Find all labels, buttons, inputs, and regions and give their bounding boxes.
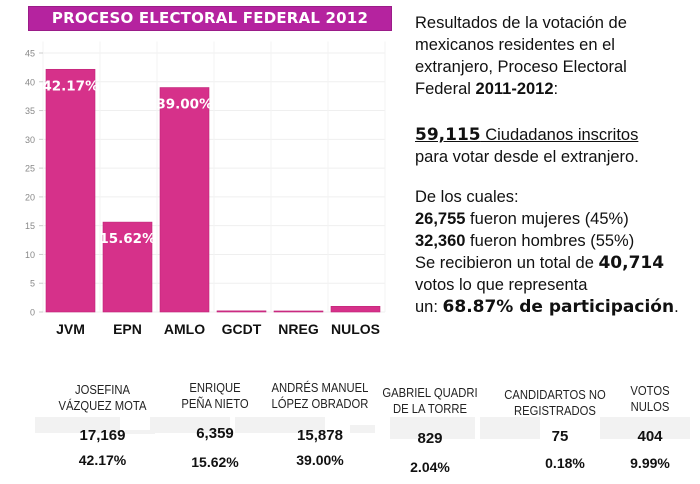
registered-text: 59,115 Ciudadanos inscritos para votar d… [415, 124, 639, 168]
x-tick-label: JVM [56, 321, 85, 337]
data-label: 15.62% [99, 231, 156, 247]
table-column-epn: ENRIQUE PEÑA NIETO 6,359 15.62% [160, 375, 270, 484]
column-header: GABRIEL QUADRI DE LA TORRE [382, 386, 478, 416]
votes-value: 829 [417, 430, 443, 447]
decorative-bar [125, 430, 155, 434]
y-tick-label: 30 [25, 135, 35, 145]
results-table: JOSEFINA VÁZQUEZ MOTA 17,169 42.17% ENRIQ… [0, 375, 700, 484]
y-tick-label: 45 [25, 49, 35, 59]
bar-amlo [159, 87, 210, 313]
received-line: Se recibieron un total de 40,714 [415, 252, 679, 274]
intro-line: mexicanos residentes en el [415, 36, 615, 54]
received-label: Se recibieron un total de [415, 254, 599, 272]
bar-jvm [45, 68, 96, 313]
column-header: ENRIQUE PEÑA NIETO [181, 381, 249, 411]
x-tick-label: EPN [113, 321, 142, 337]
intro-text-part: : [553, 80, 559, 98]
participation-value: 68.87% de participación [442, 297, 675, 317]
y-tick-label: 0 [30, 308, 35, 318]
table-column-gcdt: GABRIEL QUADRI DE LA TORRE 829 2.04% [375, 375, 485, 484]
table-column-nulos: VOTOS NULOS 404 9.99% [620, 375, 680, 484]
decorative-bar [150, 417, 230, 433]
votes-value: 404 [637, 428, 663, 445]
election-period: 2011-2012 [475, 80, 554, 98]
x-tick-label: AMLO [164, 321, 205, 337]
received-number: 40,714 [598, 253, 665, 273]
y-tick-label: 10 [25, 250, 35, 260]
decorative-bar [235, 417, 325, 433]
votes-line: votos lo que representa [415, 276, 588, 294]
intro-line: Resultados de la votación de [415, 14, 627, 32]
participation-prefix: un: [415, 298, 443, 316]
decorative-bar [600, 417, 690, 439]
intro-line: Federal 2011-2012: [415, 78, 627, 100]
percent-value: 9.99% [630, 455, 670, 471]
registered-line: 59,115 Ciudadanos inscritos [415, 124, 639, 146]
data-label: 42.17% [42, 78, 99, 94]
column-header: ANDRÉS MANUEL LÓPEZ OBRADOR [271, 381, 369, 411]
decorative-bar [480, 417, 540, 439]
table-column-amlo: ANDRÉS MANUEL LÓPEZ OBRADOR 15,878 39.00% [265, 375, 375, 484]
votes-value: 17,169 [79, 427, 126, 444]
women-number: 26,755 [415, 210, 466, 228]
y-tick-label: 5 [30, 279, 35, 289]
votes-value: 75 [551, 428, 569, 445]
participation-line: un: 68.87% de participación. [415, 296, 679, 318]
breakdown-text: De los cuales: 26,755 fueron mujeres (45… [415, 186, 679, 318]
men-number: 32,360 [415, 232, 466, 250]
women-line: 26,755 fueron mujeres (45%) [415, 208, 679, 230]
percent-value: 42.17% [78, 452, 127, 468]
y-tick-label: 35 [25, 106, 35, 116]
percent-value: 15.62% [191, 454, 239, 470]
registered-number: 59,115 [415, 125, 481, 145]
votes-value: 15,878 [297, 427, 343, 444]
bar-nreg [273, 310, 324, 313]
registered-line-2: para votar desde el extranjero. [415, 148, 639, 166]
percent-value: 0.18% [545, 455, 585, 471]
intro-line: extranjero, Proceso Electoral [415, 58, 627, 76]
men-line: 32,360 fueron hombres (55%) [415, 230, 679, 252]
bar-gcdt [216, 310, 267, 313]
y-tick-label: 15 [25, 221, 35, 231]
intro-text-part: Federal [415, 80, 476, 98]
y-tick-label: 20 [25, 192, 35, 202]
registered-label: Ciudadanos inscritos [480, 126, 639, 144]
votes-value: 6,359 [196, 425, 234, 442]
percent-value: 39.00% [296, 452, 344, 468]
of-which-label: De los cuales: [415, 188, 519, 206]
men-label: fueron hombres (55%) [465, 232, 635, 250]
y-tick-label: 25 [25, 164, 35, 174]
bar-chart: 0 5 10 15 20 25 30 35 40 45 42.17% 15.62% 39.00% JV… [25, 41, 386, 337]
column-header: CANDIDARTOS NO REGISTRADOS [504, 388, 606, 418]
y-tick-label: 40 [25, 77, 35, 87]
data-label: 39.00% [156, 97, 213, 113]
decorative-bar [350, 425, 375, 433]
women-label: fueron mujeres (45%) [465, 210, 629, 228]
x-tick-label: NREG [278, 321, 319, 337]
table-column-jvm: JOSEFINA VÁZQUEZ MOTA 17,169 42.17% [40, 375, 165, 484]
x-tick-label: GCDT [222, 321, 262, 337]
intro-text: Resultados de la votación de mexicanos r… [415, 12, 627, 100]
bar-epn [102, 221, 153, 313]
participation-suffix: . [674, 298, 679, 316]
chart-title: PROCESO ELECTORAL FEDERAL 2012 [28, 6, 392, 31]
table-column-nreg: CANDIDARTOS NO REGISTRADOS 75 0.18% [495, 375, 615, 484]
decorative-bar [390, 417, 475, 439]
column-header: JOSEFINA VÁZQUEZ MOTA [58, 383, 147, 413]
x-tick-label: NULOS [331, 321, 380, 337]
decorative-bar [35, 417, 120, 433]
percent-value: 2.04% [410, 459, 450, 475]
column-header: VOTOS NULOS [630, 384, 670, 414]
bar-nulos [330, 306, 381, 313]
